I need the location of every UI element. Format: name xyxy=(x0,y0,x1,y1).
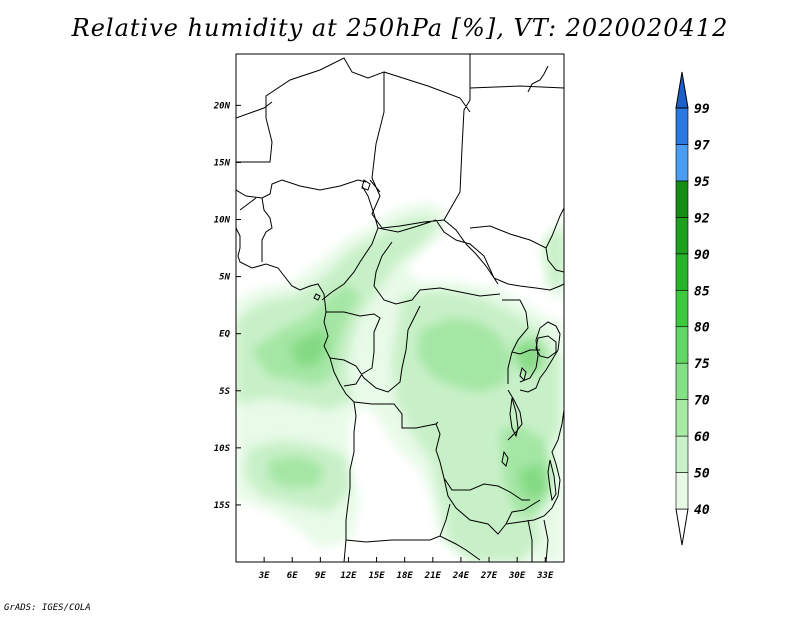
colorbar-lower-arrow xyxy=(675,508,689,546)
colorbar-label: 99 xyxy=(694,102,710,117)
latitude-axis: 20N 15N 10N 5N EQ 5S 10S 15S xyxy=(213,101,241,511)
colorbar-segment xyxy=(675,107,689,145)
colorbar-segment xyxy=(675,399,689,437)
grads-credit: GrADS: IGES/COLA xyxy=(4,603,91,613)
colorbar-segment xyxy=(675,326,689,364)
colorbar-segment xyxy=(675,217,689,255)
lake-chad xyxy=(361,179,371,191)
colorbar-upper-arrow xyxy=(675,71,689,109)
colorbar-segment xyxy=(675,144,689,182)
map-title: Relative humidity at 250hPa [%], VT: 202… xyxy=(71,14,729,42)
colorbar-segment xyxy=(675,472,689,510)
colorbar-label: 92 xyxy=(694,211,710,226)
lat-tick-label: 10S xyxy=(214,444,231,454)
lon-tick-label: 33E xyxy=(536,571,554,581)
lat-tick-label: 5S xyxy=(219,387,230,397)
lon-tick-label: 9E xyxy=(315,571,326,581)
country-boundaries xyxy=(236,54,564,562)
colorbar-label: 85 xyxy=(694,284,710,299)
map-border xyxy=(235,53,565,563)
colorbar-label: 70 xyxy=(694,394,710,409)
lat-tick-label: 20N xyxy=(213,101,231,111)
red-sea-coast xyxy=(527,65,549,93)
colorbar-legend: 40 50 60 70 75 80 85 90 92 95 97 99 xyxy=(675,71,710,546)
colorbar-segment xyxy=(675,253,689,291)
colorbar-label: 50 xyxy=(694,467,710,482)
colorbar-label: 80 xyxy=(694,321,710,336)
bioko-island xyxy=(313,293,321,301)
lon-tick-label: 24E xyxy=(452,571,470,581)
lon-tick-label: 15E xyxy=(368,571,385,581)
lon-tick-label: 21E xyxy=(424,571,442,581)
lat-tick-label: EQ xyxy=(219,330,230,340)
colorbar-segment xyxy=(675,180,689,218)
lon-tick-label: 30E xyxy=(508,571,526,581)
colorbar-label: 90 xyxy=(694,248,710,263)
lon-tick-label: 3E xyxy=(258,571,270,581)
lake-victoria xyxy=(535,335,557,359)
colorbar-label: 75 xyxy=(694,357,710,372)
lon-tick-label: 12E xyxy=(340,571,357,581)
lake-malawi xyxy=(547,459,557,502)
colorbar-label: 40 xyxy=(694,503,710,518)
colorbar-segment xyxy=(675,289,689,328)
border-lines xyxy=(236,54,564,562)
lon-tick-label: 6E xyxy=(287,571,298,581)
lat-tick-label: 15N xyxy=(214,158,231,168)
longitude-axis: 3E 6E 9E 12E 15E 18E 21E 24E 27E 30E 33E xyxy=(258,557,554,581)
lake-tanganyika xyxy=(509,397,519,438)
lat-tick-label: 10N xyxy=(214,216,231,226)
map-frame xyxy=(235,53,565,563)
lat-tick-label: 5N xyxy=(219,273,230,283)
lat-tick-label: 15S xyxy=(214,501,231,511)
colorbar-label: 95 xyxy=(694,175,710,190)
lon-tick-label: 27E xyxy=(480,571,498,581)
humidity-60-field xyxy=(252,284,552,520)
colorbar-segment xyxy=(675,435,689,473)
colorbar-segment xyxy=(675,362,689,400)
colorbar-label: 60 xyxy=(694,430,710,445)
lake-kivu xyxy=(519,367,527,381)
lake-mweru xyxy=(501,450,509,467)
colorbar-label: 97 xyxy=(694,138,710,153)
coastline xyxy=(236,227,357,562)
lon-tick-label: 18E xyxy=(397,571,414,581)
